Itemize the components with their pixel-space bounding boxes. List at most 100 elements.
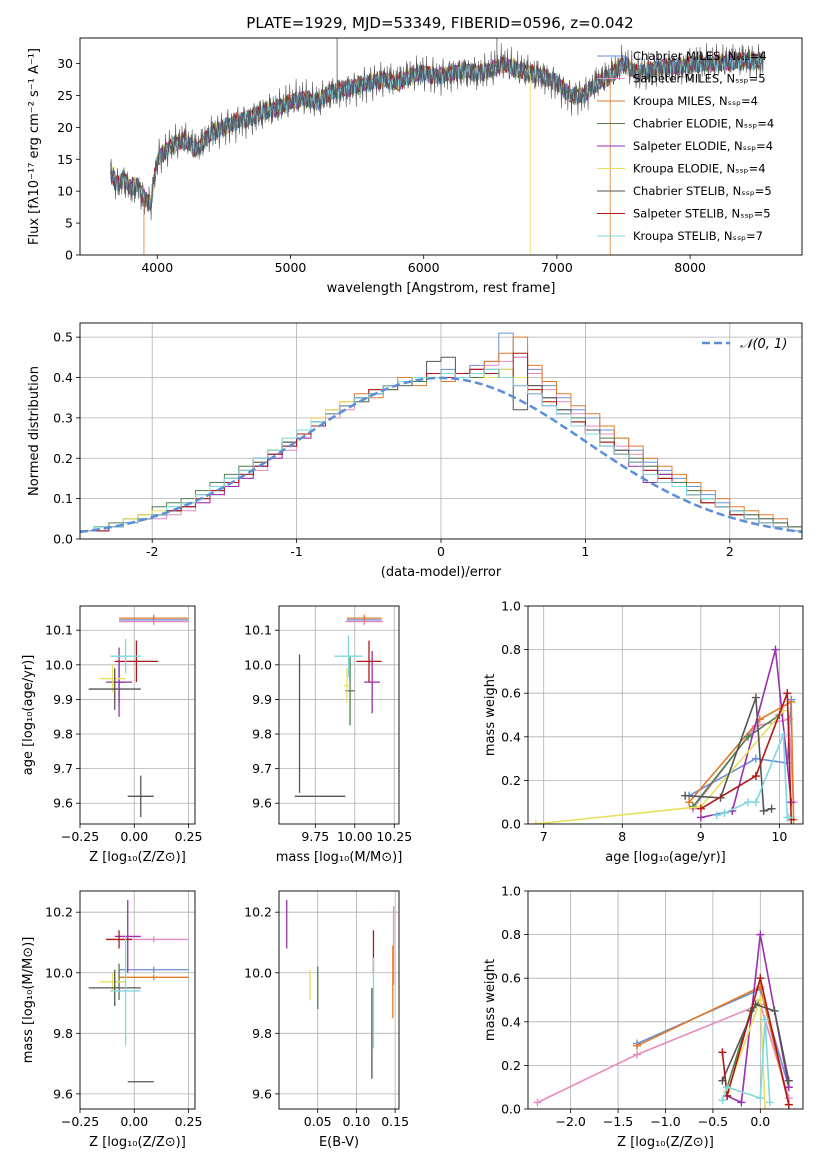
plot-area-age_vs_z [80,606,195,824]
y-tick-label: 0.0 [53,532,73,547]
y-tick-label: 0.6 [501,971,521,986]
plot-area-residuals [80,323,802,539]
data-spectrum-line [110,43,764,221]
x-tick-label: 10.00 [337,829,373,844]
y-tick-label: 9.8 [252,727,272,742]
y-tick-label: 0.0 [501,817,521,832]
panel-weight_vs_age: 7 8 9 10 0.0 0.2 0.4 0.6 0.8 1.0 age [log₁₀(age/yr… [483,599,804,865]
x-tick-label: −1.0 [650,1114,680,1129]
legend-label: Chabrier STELIB, Nₛₛₚ=5 [633,184,772,198]
y-tick-label: 0.8 [501,642,521,657]
y-tick-label: 5 [65,216,73,231]
weight-series-line [721,1003,790,1082]
legend-label: Chabrier ELODIE, Nₛₛₚ=4 [633,117,774,131]
y-axis-label: mass [log₁₀(M/M⊙)] [21,937,36,1064]
x-tick-label: 2 [726,544,734,559]
y-axis-label: Flux [fλ10⁻¹⁷ erg cm⁻² s⁻¹ A⁻¹] [27,48,42,245]
y-tick-label: 30 [57,56,73,71]
axes-frame [79,37,803,256]
x-tick-label: 0.0 [750,1114,770,1129]
y-tick-label: 9.9 [252,692,272,707]
y-tick-label: 25 [57,88,73,103]
panel-mass_vs_ebv: 0.05 0.10 0.15 9.6 9.8 10.0 10.2 E(B-V) [244,890,409,1150]
y-tick-label: 1.0 [501,884,521,899]
y-tick-label: 0.2 [53,451,73,466]
legend: 𝒩(0, 1) [702,337,787,352]
x-tick-label: −0.25 [61,829,99,844]
y-tick-label: 0.1 [53,491,73,506]
y-tick-label: 10.0 [45,965,73,980]
y-tick-label: 0.4 [53,370,73,385]
y-tick-label: 9.8 [53,727,73,742]
y-tick-label: 10 [57,184,73,199]
x-tick-label: 4000 [141,260,173,275]
x-tick-label: 0.25 [175,829,203,844]
x-tick-label: 10 [771,829,787,844]
weight-series-line [535,710,785,824]
y-axis-label: age [log₁₀(age/yr)] [21,655,36,776]
histogram-series [80,368,802,539]
x-tick-label: -1 [290,544,302,559]
x-axis-label: Z [log₁₀(Z/Z⊙)] [89,1135,186,1150]
y-tick-label: 0.4 [501,729,521,744]
y-tick-label: 10.2 [244,905,272,920]
plot-area-weight_vs_age [528,606,803,824]
panel-mass_vs_z: −0.25 0.00 0.25 9.6 9.8 10.0 10.2 Z [log₁₀(Z/Z⊙… [21,890,202,1150]
y-tick-label: 9.6 [53,796,73,811]
y-tick-label: 0 [65,248,73,263]
x-axis-label: Z [log₁₀(Z/Z⊙)] [89,850,186,865]
x-tick-label: 0.15 [381,1114,409,1129]
x-tick-label: 0.10 [342,1114,370,1129]
y-tick-label: 15 [57,152,73,167]
x-tick-label: 0.00 [120,829,148,844]
y-tick-label: 9.8 [53,1026,73,1041]
panel-age_vs_z: −0.25 0.00 0.25 9.6 9.7 9.8 9.9 10.0 10.1 Z [log₁… [21,605,203,865]
x-axis-label: (data-model)/error [381,565,502,580]
x-axis-label: age [log₁₀(age/yr)] [605,850,726,865]
x-axis-label: E(B-V) [319,1135,359,1150]
y-tick-label: 9.7 [53,761,73,776]
figure-title: PLATE=1929, MJD=53349, FIBERID=0596, z=0… [246,14,633,32]
axes-frame [527,890,804,1110]
legend-label: Kroupa MILES, Nₛₛₚ=4 [633,94,758,108]
y-tick-label: 0.0 [501,1102,521,1117]
legend-label: 𝒩(0, 1) [740,337,787,352]
y-tick-label: 0.2 [501,1058,521,1073]
x-tick-label: 1 [581,544,589,559]
legend-label: Salpeter ELODIE, Nₛₛₚ=4 [633,139,773,153]
plot-area-mass_vs_z [80,891,195,1109]
y-tick-label: 9.9 [53,692,73,707]
y-tick-label: 9.6 [252,1086,272,1101]
x-tick-label: 0.00 [120,1114,148,1129]
y-axis-label: mass weight [483,674,498,756]
y-tick-label: 9.6 [53,1086,73,1101]
y-tick-label: 10.1 [45,623,73,638]
panel-age_vs_mass: 9.75 10.00 10.25 9.6 9.7 9.8 9.9 10.0 10.1 mass [… [244,605,412,865]
y-tick-label: 10.0 [244,965,272,980]
x-tick-label: −1.5 [603,1114,633,1129]
panel-spectrum: 4000 5000 6000 7000 8000 0 5 10 15 20 25 30 waveleng… [27,37,803,296]
x-tick-label: 7000 [541,260,573,275]
x-tick-label: 9.75 [301,829,329,844]
legend-label: Kroupa STELIB, Nₛₛₚ=7 [633,229,763,243]
weight-series-line [688,700,795,820]
legend: Chabrier MILES, Nₛₛₚ=4 Salpeter MILES, Nₛ… [597,49,774,243]
legend-label: Chabrier MILES, Nₛₛₚ=4 [633,49,767,63]
y-tick-label: 0.3 [53,410,73,425]
x-tick-label: 10.25 [376,829,412,844]
y-tick-label: 20 [57,120,73,135]
weight-series-line [700,692,792,820]
x-tick-label: −2.0 [555,1114,585,1129]
plot-area-mass_vs_ebv [279,891,399,1109]
x-tick-label: 0.05 [304,1114,332,1129]
y-axis-label: mass weight [483,959,498,1041]
x-tick-label: 0 [437,544,445,559]
x-tick-label: 8 [618,829,626,844]
weight-series-line [726,934,790,1104]
x-tick-label: 6000 [408,260,440,275]
y-tick-label: 0.8 [501,927,521,942]
x-axis-label: mass [log₁₀(M/M⊙)] [276,850,403,865]
y-tick-label: 10.1 [244,623,272,638]
